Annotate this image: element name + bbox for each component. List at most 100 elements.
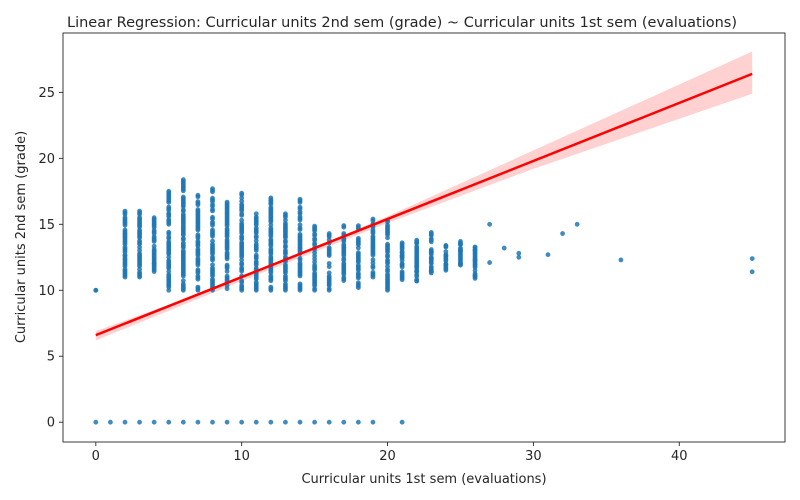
data-point — [239, 217, 245, 223]
data-point — [355, 419, 361, 425]
y-tick-label: 15 — [38, 218, 55, 233]
data-point — [574, 221, 580, 227]
data-point — [326, 245, 332, 251]
data-point — [341, 223, 347, 229]
data-point — [151, 261, 157, 267]
y-tick-label: 25 — [38, 86, 55, 101]
data-point — [166, 188, 172, 194]
data-point — [297, 204, 303, 210]
data-point — [268, 195, 274, 201]
x-axis-label: Curricular units 1st sem (evaluations) — [301, 472, 546, 487]
data-point — [253, 419, 259, 425]
data-point — [137, 419, 142, 425]
data-point — [224, 199, 230, 205]
data-point — [210, 195, 215, 201]
data-point — [151, 243, 157, 249]
data-point — [443, 253, 449, 258]
x-tick-label: 40 — [671, 449, 688, 464]
data-point — [122, 227, 128, 233]
data-point — [195, 267, 201, 273]
data-point — [414, 240, 420, 246]
data-point — [749, 269, 755, 275]
regression-line — [95, 72, 753, 337]
data-point — [297, 281, 303, 287]
data-point — [312, 223, 318, 229]
data-point — [151, 254, 157, 260]
data-point — [516, 254, 522, 260]
data-point — [297, 231, 303, 237]
data-point — [443, 249, 449, 255]
data-point — [443, 261, 449, 267]
data-point — [268, 419, 274, 425]
data-point — [180, 278, 186, 284]
data-point — [472, 257, 478, 263]
data-point — [326, 231, 332, 236]
data-point — [355, 280, 361, 286]
data-point — [195, 232, 201, 238]
data-point — [122, 249, 128, 255]
data-point — [180, 177, 186, 183]
data-point — [195, 192, 201, 198]
data-point — [297, 222, 303, 228]
data-point — [472, 245, 478, 251]
scatter-points — [93, 177, 755, 425]
data-point — [122, 419, 128, 425]
data-point — [355, 223, 361, 229]
data-point — [399, 240, 405, 246]
x-tick-label: 10 — [233, 449, 250, 464]
data-point — [180, 419, 186, 425]
data-point — [297, 419, 303, 425]
data-point — [341, 419, 347, 425]
data-point — [210, 262, 215, 268]
data-point — [166, 229, 172, 235]
data-point — [428, 255, 434, 261]
data-point — [414, 269, 420, 275]
y-tick-label: 0 — [47, 416, 55, 431]
data-point — [458, 248, 463, 254]
data-point — [399, 419, 405, 425]
data-point — [370, 257, 376, 263]
data-point — [545, 252, 551, 258]
data-point — [399, 249, 405, 255]
data-point — [108, 419, 113, 425]
y-axis-label: Curricular units 2nd sem (grade) — [14, 131, 29, 343]
x-axis-ticks: 0 10 20 30 40 — [92, 442, 688, 464]
data-point — [151, 215, 157, 221]
data-point — [326, 261, 332, 266]
data-point — [166, 204, 172, 210]
data-point — [326, 270, 332, 276]
data-point — [283, 211, 288, 217]
confidence-band — [95, 51, 753, 341]
data-point — [224, 419, 230, 425]
data-point — [268, 284, 274, 290]
y-tick-label: 10 — [38, 284, 55, 299]
data-point — [224, 273, 230, 279]
data-point — [370, 419, 376, 425]
data-point — [151, 419, 157, 425]
plot-area — [93, 51, 755, 425]
data-point — [355, 250, 361, 256]
x-tick-label: 0 — [92, 449, 100, 464]
y-tick-label: 5 — [47, 350, 55, 365]
data-point — [749, 256, 755, 262]
data-point — [385, 241, 390, 247]
data-point — [399, 255, 405, 261]
y-tick-label: 20 — [38, 152, 55, 167]
data-point — [195, 284, 201, 290]
data-point — [210, 419, 215, 425]
data-point — [428, 230, 434, 235]
data-point — [297, 255, 303, 261]
x-tick-label: 30 — [525, 449, 542, 464]
data-point — [195, 199, 201, 205]
data-point — [93, 419, 99, 425]
data-point — [210, 227, 215, 233]
chart-title: Linear Regression: Curricular units 2nd … — [67, 15, 737, 31]
data-point — [312, 419, 318, 425]
data-point — [370, 216, 376, 222]
data-point — [137, 208, 142, 214]
data-point — [428, 269, 434, 274]
data-point — [399, 262, 405, 268]
data-point — [326, 419, 332, 425]
data-point — [210, 186, 215, 192]
